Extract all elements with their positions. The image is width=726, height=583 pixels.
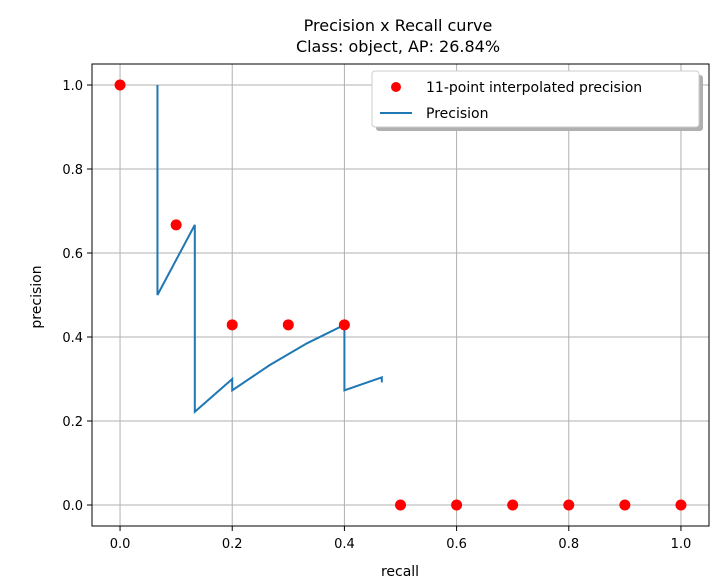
interpolated-point	[619, 499, 631, 511]
precision-line	[156, 85, 383, 414]
y-axis-label: precision	[29, 265, 45, 328]
legend-label-line: Precision	[426, 106, 488, 122]
x-axis-ticks: 0.0 0.2 0.4 0.6 0.8 1.0	[110, 526, 692, 552]
y-tick-label: 0.0	[62, 499, 83, 514]
chart-title-line1: Precision x Recall curve	[304, 16, 493, 35]
interpolated-point	[451, 499, 463, 511]
plot-frame	[91, 63, 710, 527]
y-axis-ticks: 0.0 0.2 0.4 0.6 0.8 1.0	[62, 79, 92, 514]
legend-label-points: 11-point interpolated precision	[426, 80, 642, 96]
precision-line-series	[156, 85, 383, 414]
interpolated-point	[282, 319, 294, 331]
interpolated-point	[226, 319, 238, 331]
interpolated-points-series	[114, 79, 687, 511]
interpolated-point	[114, 79, 126, 91]
legend-box	[371, 70, 700, 128]
x-tick-label: 0.2	[222, 537, 243, 552]
x-axis-label: recall	[381, 564, 419, 580]
interpolated-point	[507, 499, 519, 511]
interpolated-point	[170, 219, 182, 231]
x-tick-label: 0.8	[558, 537, 579, 552]
interpolated-point	[563, 499, 575, 511]
interpolated-point	[338, 319, 350, 331]
chart-title-line2: Class: object, AP: 26.84%	[296, 37, 500, 56]
x-tick-label: 0.0	[110, 537, 131, 552]
interpolated-point	[395, 499, 406, 511]
x-tick-label: 0.6	[446, 537, 467, 552]
y-tick-label: 0.4	[62, 331, 83, 346]
interpolated-point	[675, 499, 687, 511]
legend-marker-points	[391, 82, 401, 92]
x-tick-label: 1.0	[671, 537, 692, 552]
y-tick-label: 0.2	[62, 415, 83, 430]
x-tick-label: 0.4	[334, 537, 355, 552]
y-tick-label: 0.8	[62, 163, 83, 178]
y-tick-label: 1.0	[62, 79, 83, 94]
legend: 11-point interpolated precision Precisio…	[371, 70, 703, 131]
y-tick-label: 0.6	[62, 247, 83, 262]
